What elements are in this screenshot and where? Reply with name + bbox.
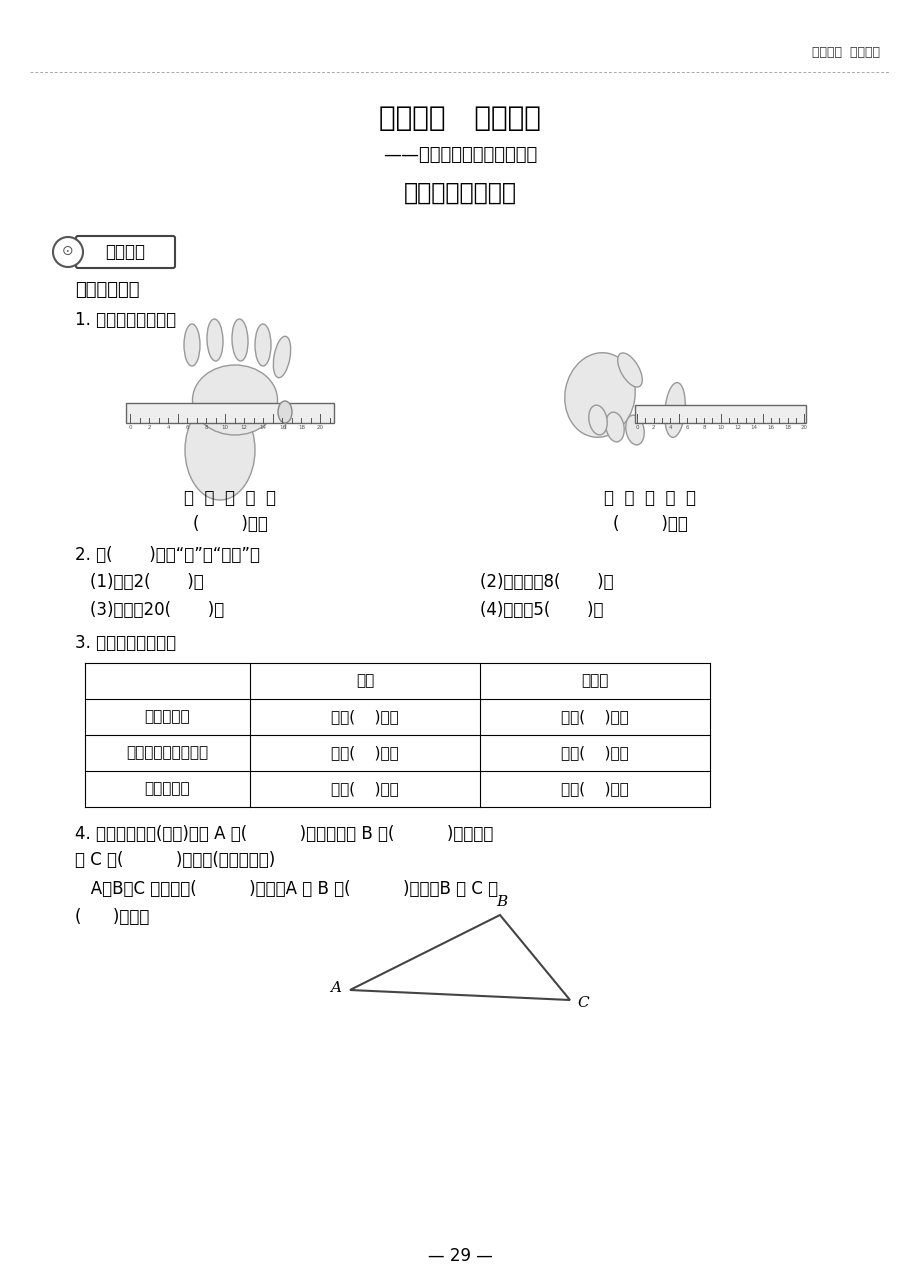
Ellipse shape (232, 319, 248, 362)
Text: 3. 估一估，量一量。: 3. 估一估，量一量。 (75, 635, 176, 653)
Text: 6: 6 (685, 426, 688, 429)
Text: 16: 16 (766, 426, 774, 429)
Text: 8: 8 (701, 426, 705, 429)
Text: 1. 量一量，填一填。: 1. 量一量，填一填。 (75, 312, 176, 329)
Ellipse shape (192, 365, 278, 435)
Text: 大约(    )厘米: 大约( )厘米 (561, 746, 629, 760)
Text: 18: 18 (783, 426, 790, 429)
Text: 0: 0 (128, 426, 131, 429)
Ellipse shape (184, 324, 199, 365)
Ellipse shape (273, 336, 290, 378)
Ellipse shape (605, 412, 624, 442)
Text: 大约(    )厘米: 大约( )厘米 (331, 746, 399, 760)
Text: 4: 4 (668, 426, 672, 429)
Ellipse shape (255, 324, 271, 365)
Text: (1)床长2(       )。: (1)床长2( )。 (90, 573, 203, 591)
Text: 20: 20 (800, 426, 807, 429)
Text: (3)铅笔长20(       )。: (3)铅笔长20( )。 (90, 601, 224, 619)
Text: 毫米、分米的认识: 毫米、分米的认识 (403, 181, 516, 205)
Text: (      )厘米。: ( )厘米。 (75, 908, 149, 926)
Text: 手  掌  宽  大  约: 手 掌 宽 大 约 (184, 488, 276, 506)
Ellipse shape (207, 319, 222, 362)
Text: 2. 在(       )填上“米”或“厘米”。: 2. 在( )填上“米”或“厘米”。 (75, 546, 260, 564)
Text: 0: 0 (634, 426, 638, 429)
Text: (        )厘米: ( )厘米 (192, 515, 267, 533)
Text: 食  指  长  大  约: 食 指 长 大 约 (604, 488, 696, 506)
Text: 14: 14 (750, 426, 757, 429)
Text: A: A (330, 981, 341, 995)
Ellipse shape (185, 400, 255, 500)
Text: 段 C 长(          )厘米。(取整厘米数): 段 C 长( )厘米。(取整厘米数) (75, 851, 275, 869)
Text: 12: 12 (733, 426, 740, 429)
Ellipse shape (278, 401, 291, 423)
Text: 14: 14 (259, 426, 267, 429)
Text: 前置作业: 前置作业 (105, 244, 145, 262)
Ellipse shape (564, 353, 634, 437)
Text: 12: 12 (241, 426, 247, 429)
Text: (2)粉笔盒高8(       )。: (2)粉笔盒高8( )。 (480, 573, 613, 591)
Text: 大约(    )厘米: 大约( )厘米 (331, 709, 399, 724)
Text: 8: 8 (204, 426, 208, 429)
Circle shape (53, 237, 83, 267)
Ellipse shape (617, 353, 641, 387)
Text: ⊙: ⊙ (62, 244, 74, 258)
Text: 6: 6 (186, 426, 188, 429)
Text: (4)旗杆高5(       )。: (4)旗杆高5( )。 (480, 601, 603, 619)
Text: 大约(    )厘米: 大约( )厘米 (561, 782, 629, 796)
Text: — 29 —: — 29 — (427, 1247, 492, 1265)
Ellipse shape (664, 382, 685, 437)
Ellipse shape (588, 405, 607, 435)
Text: 你的中指长: 你的中指长 (144, 709, 190, 724)
Text: 估计: 估计 (356, 673, 374, 688)
Text: 4: 4 (166, 426, 170, 429)
Text: 第二单元   甜甜的梦: 第二单元 甜甜的梦 (379, 104, 540, 132)
Bar (126, 403, 334, 423)
Text: 18: 18 (298, 426, 304, 429)
Text: 16: 16 (278, 426, 286, 429)
Text: 20: 20 (317, 426, 323, 429)
Text: C: C (576, 996, 588, 1010)
Text: (        )厘米: ( )厘米 (612, 515, 686, 533)
Text: 第二单元  甜甜的梦: 第二单元 甜甜的梦 (811, 45, 879, 59)
Text: 数学书封面短边的长: 数学书封面短边的长 (126, 746, 209, 760)
Text: A、B、C 线段共长(          )厘米。A 比 B 短(          )厘米，B 比 C 长: A、B、C 线段共长( )厘米。A 比 B 短( )厘米，B 比 C 长 (75, 879, 497, 897)
FancyBboxPatch shape (76, 236, 175, 268)
Bar (634, 405, 805, 423)
Text: 量一量: 量一量 (581, 673, 608, 688)
Text: 大约(    )厘米: 大约( )厘米 (561, 709, 629, 724)
Text: 2: 2 (147, 426, 151, 429)
Text: ——毫米、分米、千米的认识: ——毫米、分米、千米的认识 (382, 146, 537, 164)
Text: 大约(    )厘米: 大约( )厘米 (331, 782, 399, 796)
Text: 10: 10 (717, 426, 723, 429)
Text: 4. 量一量，下面(如图)线段 A 长(          )厘米，线段 B 长(          )厘米，线: 4. 量一量，下面(如图)线段 A 长( )厘米，线段 B 长( )厘米，线 (75, 826, 493, 844)
Text: 10: 10 (221, 426, 229, 429)
Text: B: B (496, 895, 507, 909)
Ellipse shape (625, 415, 643, 445)
Text: 一、旧知链接: 一、旧知链接 (75, 281, 140, 299)
Text: 文具盒的长: 文具盒的长 (144, 782, 190, 796)
Text: 2: 2 (652, 426, 654, 429)
